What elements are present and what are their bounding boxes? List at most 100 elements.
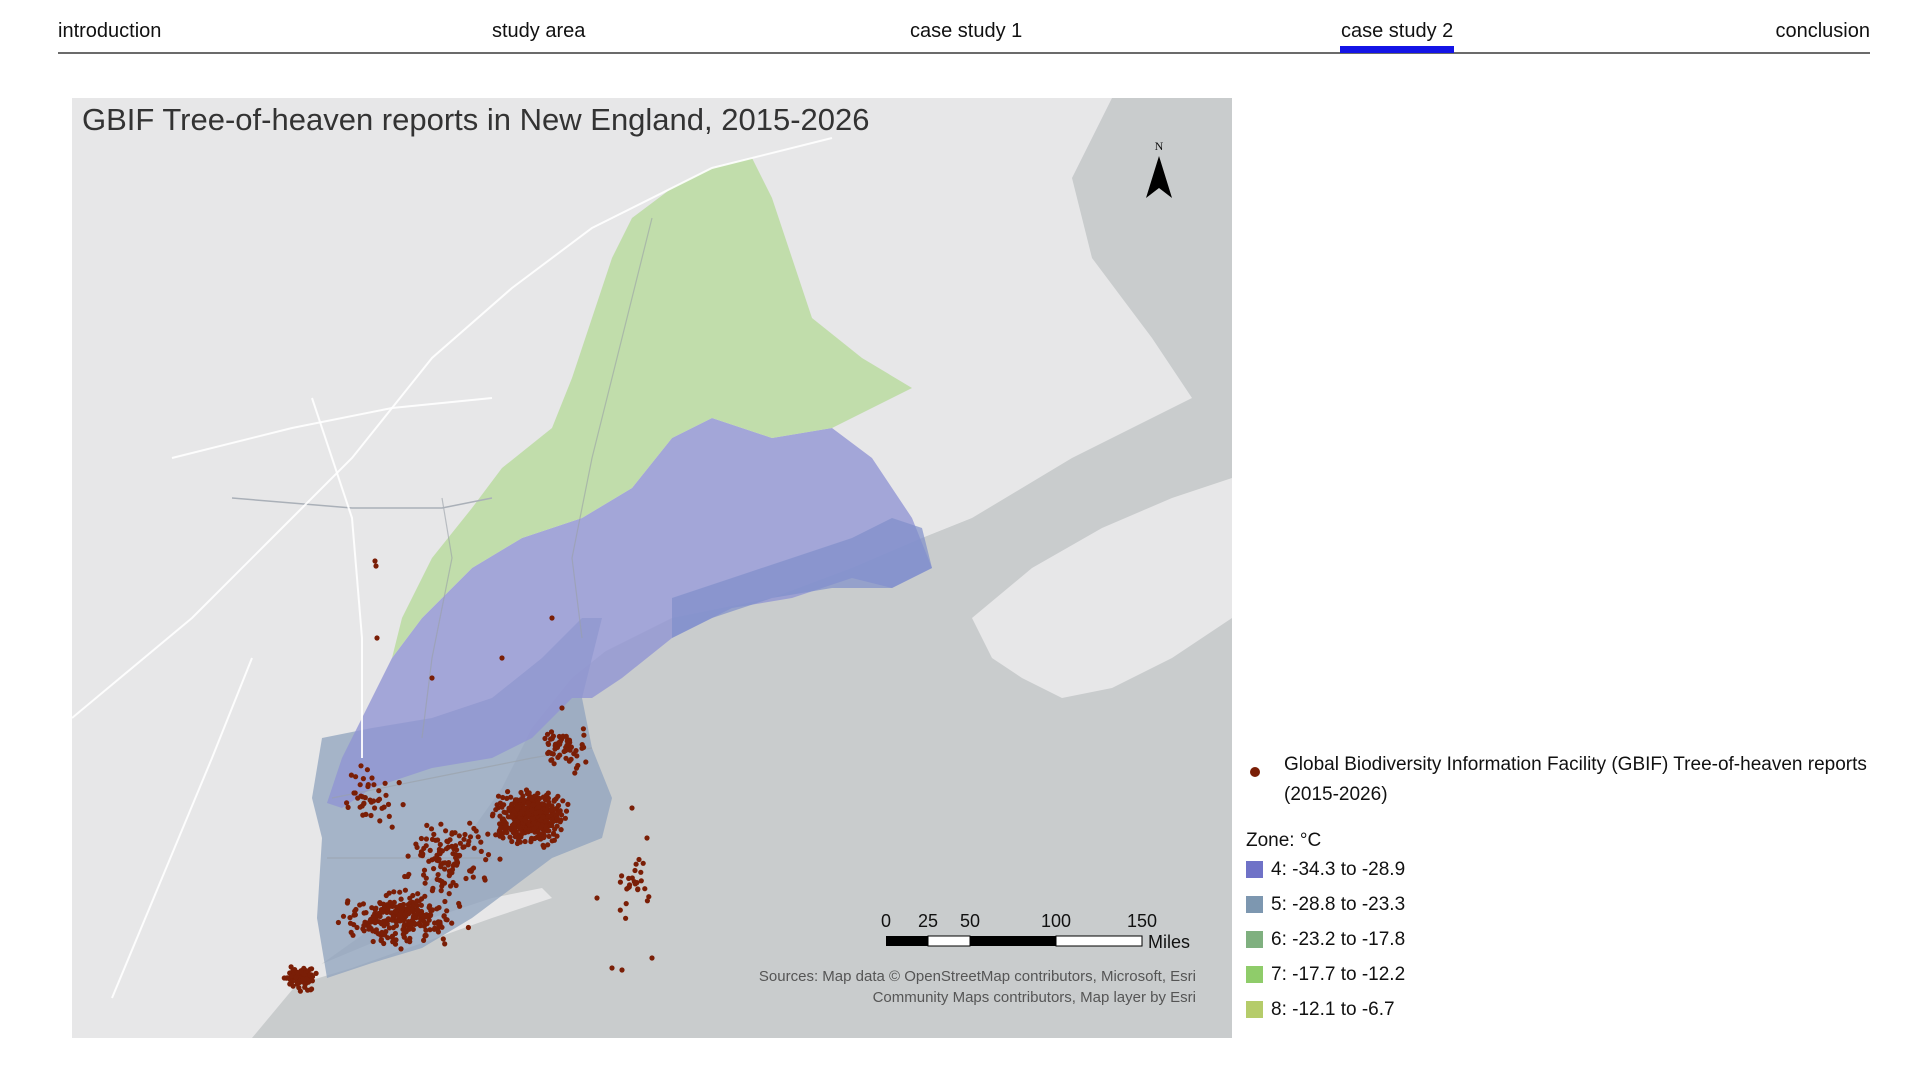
- gbif-report-point[interactable]: [368, 812, 374, 819]
- gbif-report-point[interactable]: [374, 635, 380, 641]
- gbif-report-point[interactable]: [402, 912, 408, 918]
- gbif-report-point[interactable]: [559, 705, 565, 711]
- gbif-report-point[interactable]: [525, 829, 531, 835]
- gbif-report-point[interactable]: [392, 908, 398, 915]
- gbif-report-point[interactable]: [372, 805, 378, 811]
- gbif-report-point[interactable]: [467, 820, 473, 826]
- gbif-report-point[interactable]: [382, 780, 388, 786]
- gbif-report-point[interactable]: [449, 870, 455, 876]
- gbif-report-point[interactable]: [288, 964, 294, 970]
- gbif-report-point[interactable]: [357, 804, 363, 810]
- gbif-report-point[interactable]: [549, 803, 555, 809]
- nav-item-conclusion[interactable]: conclusion: [1775, 20, 1870, 42]
- gbif-report-point[interactable]: [549, 838, 555, 844]
- gbif-report-point[interactable]: [493, 832, 499, 838]
- gbif-report-point[interactable]: [493, 807, 499, 813]
- gbif-report-point[interactable]: [529, 807, 535, 814]
- gbif-report-point[interactable]: [421, 937, 427, 944]
- gbif-report-point[interactable]: [563, 808, 570, 814]
- gbif-report-point[interactable]: [303, 976, 310, 982]
- gbif-report-point[interactable]: [551, 831, 557, 837]
- gbif-report-point[interactable]: [449, 831, 455, 837]
- gbif-report-point[interactable]: [436, 905, 442, 911]
- gbif-report-point[interactable]: [444, 838, 450, 844]
- gbif-report-point[interactable]: [627, 882, 633, 888]
- map-panel[interactable]: 0 25 50 100 150 Miles N GBIF Tree-of-hea…: [72, 98, 1232, 1038]
- gbif-report-point[interactable]: [549, 757, 555, 763]
- gbif-report-point[interactable]: [400, 802, 406, 808]
- gbif-report-point[interactable]: [360, 926, 366, 932]
- gbif-report-point[interactable]: [445, 844, 451, 850]
- gbif-report-point[interactable]: [423, 836, 429, 842]
- gbif-report-point[interactable]: [573, 748, 579, 754]
- gbif-report-point[interactable]: [644, 898, 651, 904]
- gbif-report-point[interactable]: [368, 799, 374, 805]
- gbif-report-point[interactable]: [640, 860, 646, 866]
- gbif-report-point[interactable]: [503, 810, 509, 816]
- gbif-report-point[interactable]: [443, 916, 449, 923]
- gbif-report-point[interactable]: [375, 931, 381, 937]
- gbif-report-point[interactable]: [638, 869, 644, 875]
- gbif-report-point[interactable]: [442, 866, 448, 872]
- gbif-report-point[interactable]: [632, 881, 638, 887]
- gbif-report-point[interactable]: [546, 833, 552, 840]
- gbif-report-point[interactable]: [393, 919, 399, 925]
- gbif-report-point[interactable]: [564, 738, 570, 744]
- gbif-report-point[interactable]: [550, 819, 556, 825]
- gbif-report-point[interactable]: [475, 834, 481, 840]
- gbif-report-point[interactable]: [554, 823, 560, 829]
- gbif-report-point[interactable]: [461, 836, 467, 842]
- gbif-report-point[interactable]: [297, 988, 303, 994]
- gbif-report-point[interactable]: [377, 913, 383, 920]
- gbif-report-point[interactable]: [390, 900, 396, 906]
- gbif-report-point[interactable]: [406, 871, 412, 877]
- gbif-report-point[interactable]: [410, 926, 416, 933]
- gbif-report-point[interactable]: [468, 868, 474, 874]
- gbif-report-point[interactable]: [545, 842, 551, 848]
- gbif-report-point[interactable]: [509, 838, 515, 845]
- gbif-report-point[interactable]: [442, 898, 448, 905]
- gbif-report-point[interactable]: [309, 986, 315, 992]
- gbif-report-point[interactable]: [579, 745, 585, 751]
- gbif-report-point[interactable]: [629, 805, 635, 811]
- gbif-report-point[interactable]: [435, 837, 441, 843]
- gbif-report-point[interactable]: [617, 907, 623, 913]
- gbif-report-point[interactable]: [441, 880, 448, 886]
- gbif-report-point[interactable]: [436, 858, 442, 864]
- gbif-report-point[interactable]: [386, 813, 392, 820]
- gbif-report-point[interactable]: [369, 775, 375, 781]
- gbif-report-point[interactable]: [429, 836, 436, 843]
- gbif-report-point[interactable]: [450, 879, 456, 886]
- gbif-report-point[interactable]: [444, 908, 450, 914]
- gbif-report-point[interactable]: [357, 902, 363, 908]
- gbif-report-point[interactable]: [572, 770, 578, 776]
- gbif-report-point[interactable]: [549, 615, 555, 621]
- gbif-report-point[interactable]: [421, 919, 427, 925]
- gbif-report-point[interactable]: [501, 818, 507, 824]
- gbif-report-point[interactable]: [557, 741, 563, 747]
- gbif-report-point[interactable]: [483, 857, 489, 863]
- gbif-report-point[interactable]: [537, 809, 543, 815]
- gbif-report-point[interactable]: [364, 767, 370, 773]
- gbif-report-point[interactable]: [437, 877, 443, 883]
- gbif-report-point[interactable]: [409, 908, 415, 914]
- gbif-report-point[interactable]: [360, 776, 366, 782]
- gbif-report-point[interactable]: [465, 842, 471, 848]
- gbif-report-point[interactable]: [500, 794, 506, 801]
- gbif-report-point[interactable]: [561, 748, 567, 755]
- gbif-report-point[interactable]: [519, 830, 525, 837]
- gbif-report-point[interactable]: [538, 831, 544, 837]
- gbif-report-point[interactable]: [376, 788, 382, 794]
- gbif-report-point[interactable]: [453, 843, 459, 849]
- gbif-report-point[interactable]: [609, 965, 615, 971]
- gbif-report-point[interactable]: [536, 804, 542, 810]
- gbif-report-point[interactable]: [502, 827, 508, 833]
- gbif-report-point[interactable]: [583, 759, 589, 765]
- gbif-report-point[interactable]: [293, 975, 299, 981]
- gbif-report-point[interactable]: [385, 801, 392, 808]
- gbif-report-point[interactable]: [633, 861, 639, 867]
- gbif-report-point[interactable]: [522, 816, 528, 822]
- gbif-report-point[interactable]: [362, 795, 368, 801]
- gbif-report-point[interactable]: [495, 793, 502, 799]
- gbif-report-point[interactable]: [565, 801, 571, 808]
